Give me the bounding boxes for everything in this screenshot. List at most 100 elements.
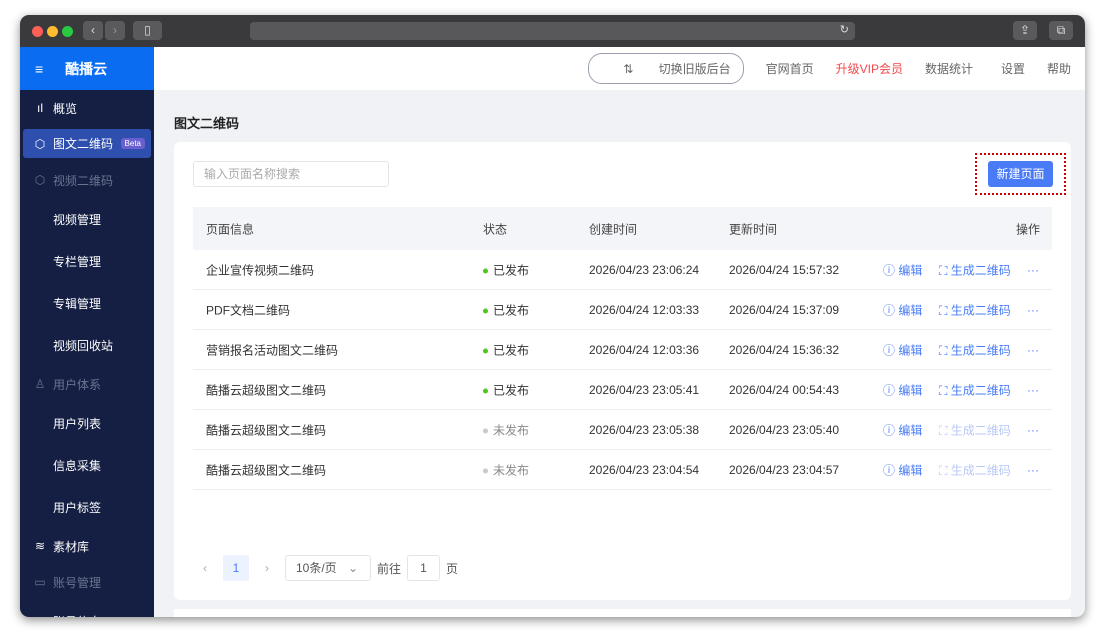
close-window-button[interactable] [32,26,43,37]
status-badge: 未发布 [483,421,529,438]
sidebar-item-video-recycle[interactable]: 视频回收站 [53,338,114,353]
sidebar-group-users[interactable]: ♙ 用户体系 [20,366,154,402]
status-dot [483,428,488,434]
sidebar-item-column-manage[interactable]: 专栏管理 [53,254,102,269]
generate-qrcode-button[interactable]: ⛶ 生成二维码 [939,381,1011,398]
edit-button[interactable]: ⓘ 编辑 [883,421,922,438]
updated-time: 2026/04/24 15:37:09 [729,302,840,317]
reload-icon[interactable]: ↻ [839,24,849,36]
status-dot [483,268,488,274]
edit-label: 编辑 [898,423,923,437]
generate-qrcode-button[interactable]: ⛶ 生成二维码 [939,261,1011,278]
sidebar-item-video-manage[interactable]: 视频管理 [53,212,102,227]
edit-button[interactable]: ⓘ 编辑 [883,381,922,398]
info-icon: ⓘ [883,343,899,357]
top-bar: ⇅ 切换旧版后台 官网首页 升级VIP会员 数据统计 设置 帮助 [154,47,1085,90]
sidebar-group-video-qrcode[interactable]: ⬡ 视频二维码 [20,162,154,198]
generate-qrcode-button[interactable]: ⛶ 生成二维码 [939,341,1011,358]
sidebar-item-info-collect[interactable]: 信息采集 [53,458,102,473]
share-icon[interactable]: ⇪ [1013,21,1037,40]
sidebar-group-account[interactable]: ▭ 账号管理 [20,564,154,600]
prev-page-button[interactable]: ‹ [203,561,207,575]
table-row: 酷播云超级图文二维码 已发布 2026/04/23 23:05:41 2026/… [193,370,1052,410]
sidebar-item-album-manage[interactable]: 专辑管理 [53,296,102,311]
created-time: 2026/04/24 12:03:33 [589,302,700,317]
updated-time: 2026/04/23 23:05:40 [729,422,840,437]
status-badge: 已发布 [483,301,529,318]
more-button[interactable]: ··· [1027,382,1039,397]
column-header: 页面信息 [206,222,255,236]
qrcode-label: 生成二维码 [950,383,1011,397]
edit-button[interactable]: ⓘ 编辑 [883,301,922,318]
scan-icon: ⛶ [939,263,951,277]
generate-qrcode-button[interactable]: ⛶ 生成二维码 [939,461,1011,478]
new-page-button[interactable]: 新建页面 [988,161,1053,187]
switch-old-version-button[interactable]: ⇅ 切换旧版后台 [588,53,744,84]
address-bar[interactable]: ↻ [250,22,855,40]
page-name: 酷播云超级图文二维码 [206,383,327,397]
table-row: PDF文档二维码 已发布 2026/04/24 12:03:33 2026/04… [193,290,1052,330]
info-icon: ⓘ [883,303,899,317]
back-icon[interactable]: ‹ [83,21,103,40]
sidebar-item-user-list[interactable]: 用户列表 [53,416,102,431]
more-button[interactable]: ··· [1027,302,1039,317]
menu-icon[interactable]: ≡ [35,60,44,77]
data-stats-link[interactable]: 数据统计 [924,62,973,76]
created-time: 2026/04/23 23:05:41 [589,382,700,397]
table-header: 页面信息 状态 创建时间 更新时间 操作 [193,207,1052,250]
status-dot [483,348,488,354]
next-page-button[interactable]: › [265,561,269,575]
edit-button[interactable]: ⓘ 编辑 [883,461,922,478]
sidebar-item-account-info[interactable]: 账号信息 [20,600,154,618]
scan-icon: ⛶ [939,463,951,477]
search-input[interactable]: 输入页面名称搜索 [193,161,389,187]
info-icon: ⓘ [883,423,899,437]
edit-label: 编辑 [898,463,923,477]
brand-header: ≡ 酷播云 [20,47,154,90]
goto-page-input[interactable]: 1 [407,555,441,581]
sidebar-toggle-icon[interactable]: ▯ [133,21,162,40]
edit-button[interactable]: ⓘ 编辑 [883,261,922,278]
column-header: 操作 [1015,222,1040,236]
status-text: 已发布 [493,263,530,277]
sidebar-item-materials[interactable]: ≋ 素材库 [20,528,154,564]
official-home-link[interactable]: 官网首页 [765,62,814,76]
minimize-window-button[interactable] [47,26,58,37]
scan-icon: ⛶ [939,383,951,397]
upgrade-vip-link[interactable]: 升级VIP会员 [835,62,903,76]
more-button[interactable]: ··· [1027,342,1039,357]
id-card-icon: ▭ [34,575,46,589]
more-button[interactable]: ··· [1027,422,1039,437]
page-size-select[interactable]: 10条/页 ⌄ [285,555,371,581]
sidebar-item-image-qrcode[interactable]: ⬡ 图文二维码 Beta [23,129,151,158]
cube-icon: ⬡ [34,136,46,151]
help-link[interactable]: 帮助 [1046,62,1071,76]
created-time: 2026/04/23 23:06:24 [589,262,700,277]
updated-time: 2026/04/24 15:57:32 [729,262,840,277]
sidebar-item-overview[interactable]: ıl 概览 [20,90,154,126]
next-card-edge [174,609,1071,617]
forward-icon[interactable]: › [105,21,125,40]
scan-icon: ⛶ [939,423,951,437]
maximize-window-button[interactable] [62,26,73,37]
created-time: 2026/04/24 12:03:36 [589,342,700,357]
qrcode-label: 生成二维码 [950,263,1011,277]
page-1-button[interactable]: 1 [223,555,249,581]
sidebar-item-user-tags[interactable]: 用户标签 [53,500,102,515]
info-icon: ⓘ [883,263,899,277]
generate-qrcode-button[interactable]: ⛶ 生成二维码 [939,421,1011,438]
status-dot [483,308,488,314]
edit-button[interactable]: ⓘ 编辑 [883,341,922,358]
table-row: 营销报名活动图文二维码 已发布 2026/04/24 12:03:36 2026… [193,330,1052,370]
generate-qrcode-button[interactable]: ⛶ 生成二维码 [939,301,1011,318]
status-dot [483,388,488,394]
tabs-icon[interactable]: ⧉ [1049,21,1073,40]
more-button[interactable]: ··· [1027,262,1039,277]
settings-link[interactable]: 设置 [1000,62,1025,76]
scan-icon: ⛶ [939,303,951,317]
page-size-value: 10条/页 [296,561,337,575]
goto-label: 前往 [377,561,402,576]
more-button[interactable]: ··· [1027,462,1039,477]
column-header: 创建时间 [589,222,638,236]
created-time: 2026/04/23 23:04:54 [589,462,700,477]
